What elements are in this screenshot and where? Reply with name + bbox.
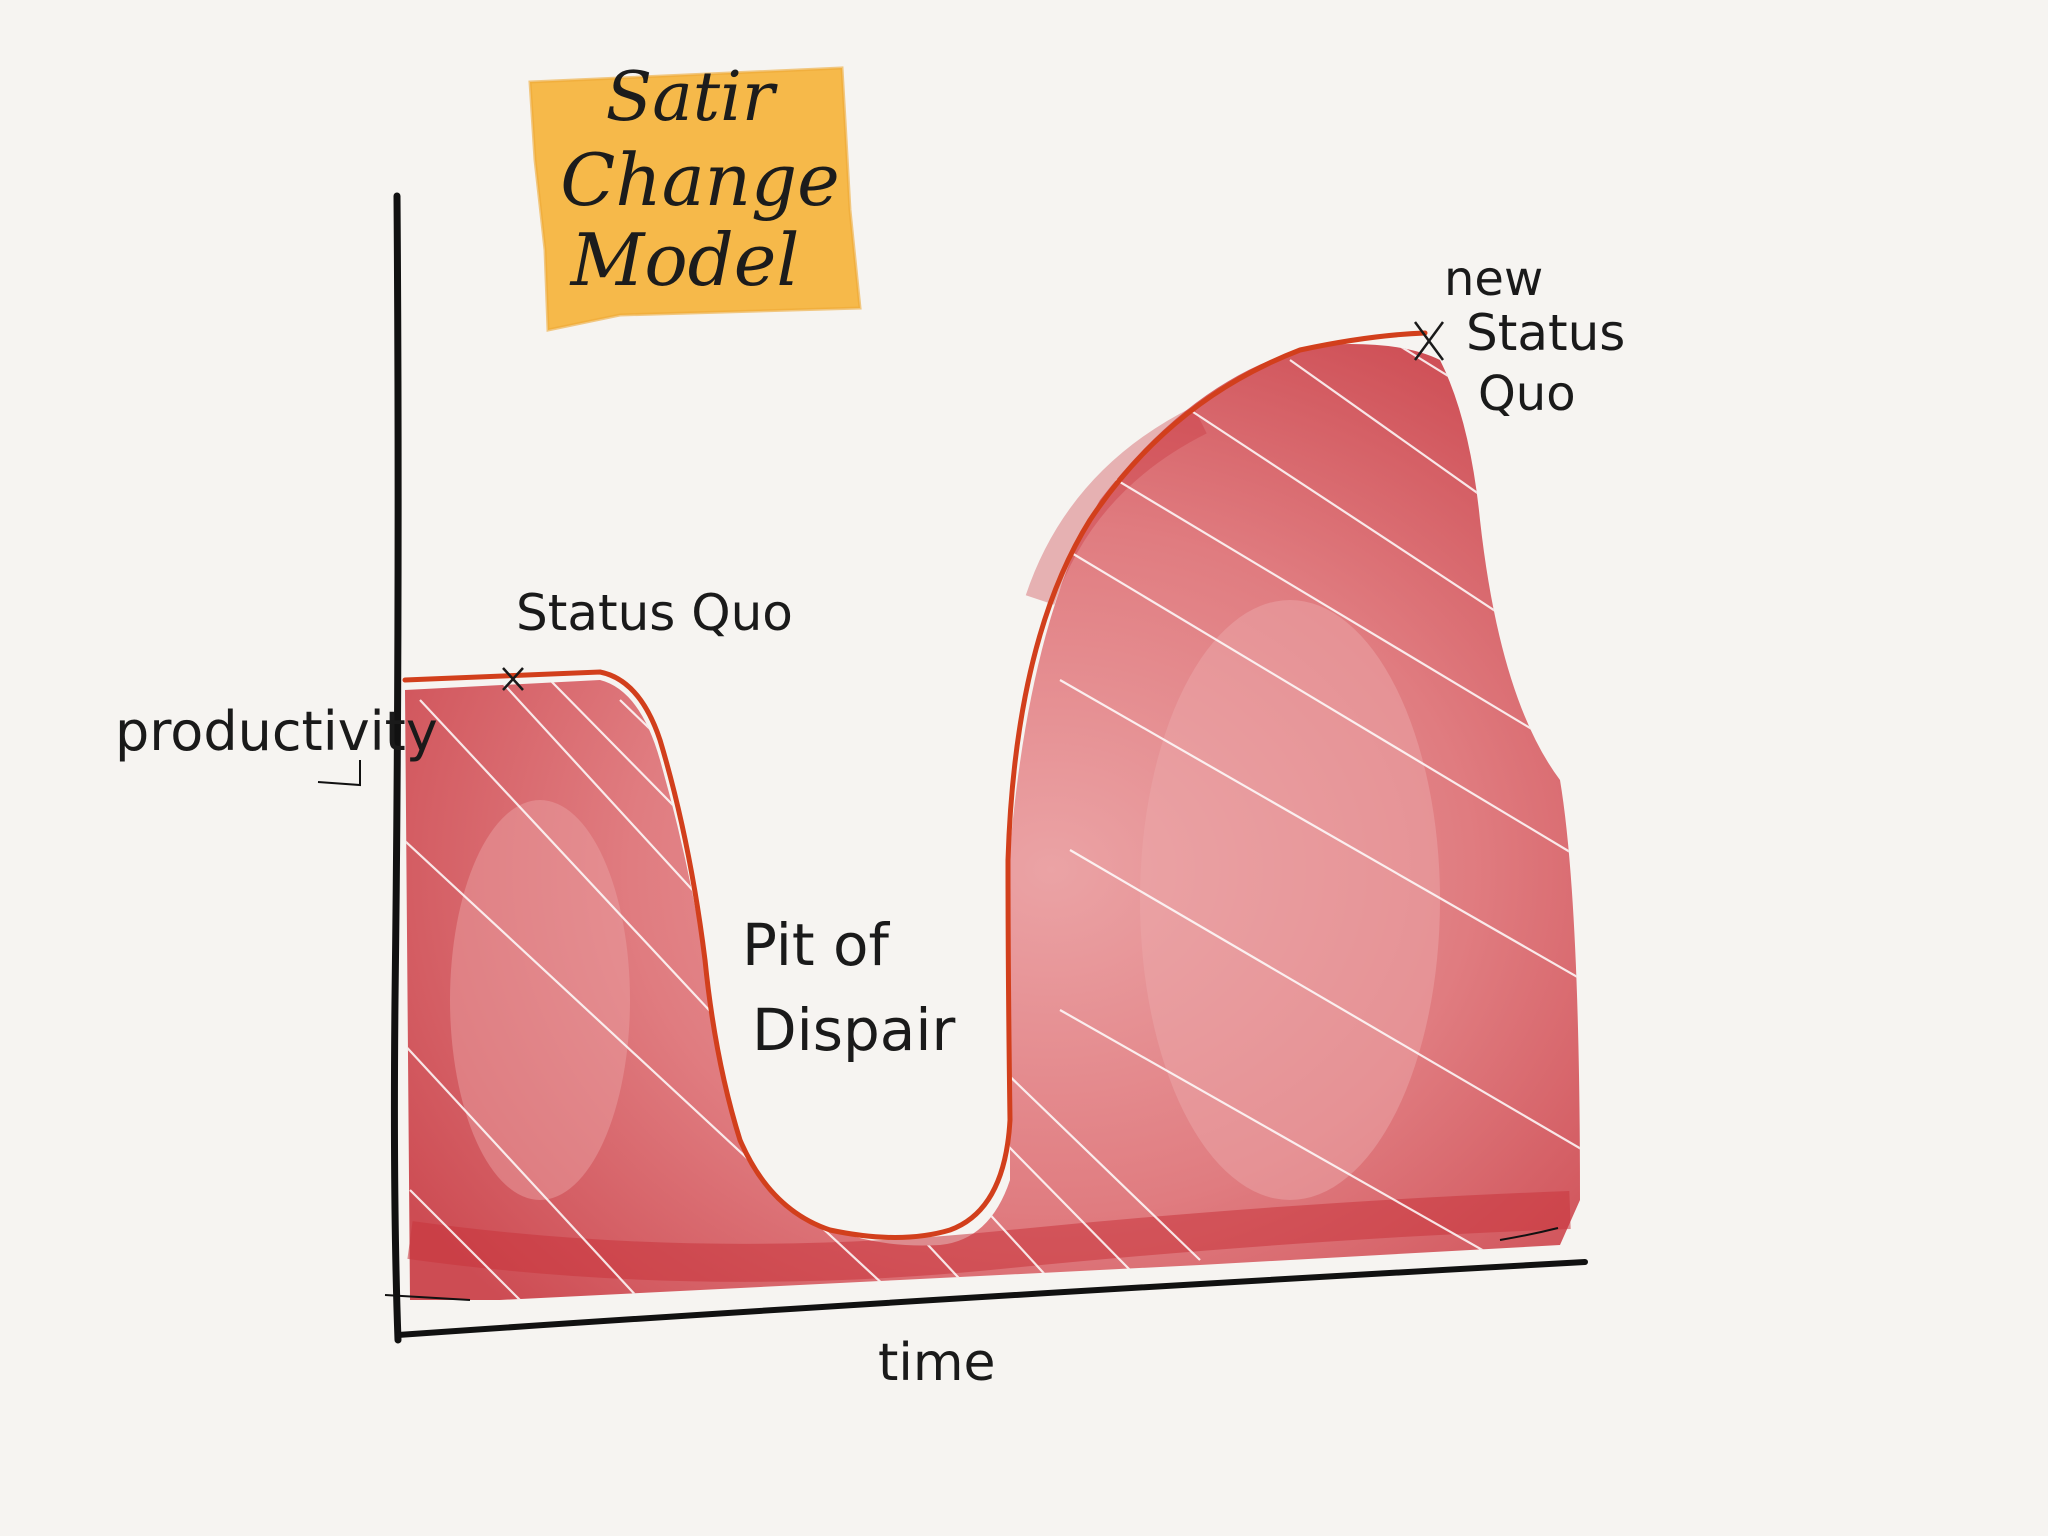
- new-status-quo-marker: [1413, 321, 1445, 361]
- productivity-area-fill: [405, 344, 1580, 1300]
- new-status-quo-line-2: Status: [1466, 304, 1625, 362]
- sticky-note: Satir Change Model: [528, 58, 862, 332]
- title-line-2: Change: [560, 138, 839, 222]
- pit-label-line-1: Pit of: [742, 911, 890, 979]
- x-axis-label: time: [878, 1333, 995, 1393]
- new-status-quo-line-1: new: [1444, 251, 1543, 307]
- y-axis-label: productivity: [115, 700, 438, 763]
- y-axis-label-tail: [317, 760, 361, 787]
- status-quo-marker: [502, 667, 524, 691]
- new-status-quo-line-3: Quo: [1478, 366, 1576, 422]
- status-quo-label: Status Quo: [516, 584, 793, 642]
- pit-label-line-2: Dispair: [752, 996, 955, 1064]
- title-line-1: Satir: [606, 58, 778, 137]
- title-line-3: Model: [569, 218, 800, 302]
- y-axis: [390, 192, 402, 1344]
- x-axis: [395, 1259, 1588, 1338]
- axes: [384, 192, 1588, 1344]
- change-curve: [402, 330, 1428, 1240]
